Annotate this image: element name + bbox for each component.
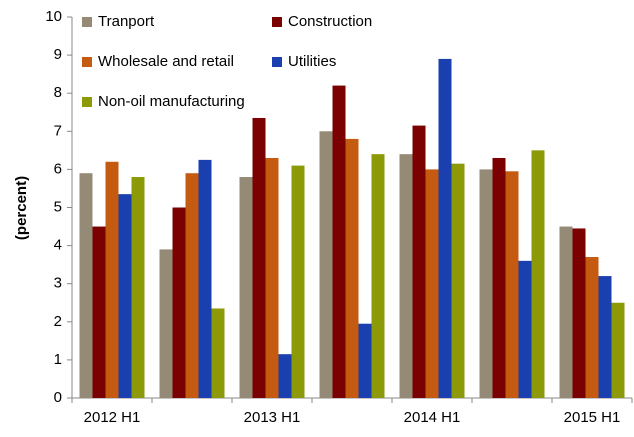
bar bbox=[451, 163, 465, 398]
y-tick-label: 9 bbox=[54, 46, 62, 63]
y-tick-label: 4 bbox=[54, 237, 62, 254]
bar bbox=[172, 207, 186, 398]
bar bbox=[559, 226, 573, 398]
bar bbox=[505, 171, 519, 398]
legend-swatch bbox=[272, 57, 282, 67]
bar bbox=[159, 249, 173, 398]
y-tick-label: 0 bbox=[54, 389, 62, 406]
bar bbox=[118, 194, 132, 398]
legend-swatch bbox=[272, 17, 282, 27]
x-tick-label: 2014 H1 bbox=[404, 409, 461, 426]
y-axis-label: (percent) bbox=[13, 176, 30, 240]
y-tick-label: 6 bbox=[54, 160, 62, 177]
bar bbox=[265, 157, 279, 398]
y-tick-label: 2 bbox=[54, 313, 62, 330]
y-tick-label: 7 bbox=[54, 122, 62, 139]
bar bbox=[319, 131, 333, 399]
y-tick-label: 3 bbox=[54, 275, 62, 292]
bar bbox=[105, 161, 119, 398]
legend-swatch bbox=[82, 17, 92, 27]
bar bbox=[425, 169, 439, 398]
bar bbox=[278, 354, 292, 398]
bar bbox=[211, 308, 225, 398]
legend-label: Tranport bbox=[98, 13, 155, 30]
bar bbox=[492, 157, 506, 398]
legend-label: Wholesale and retail bbox=[98, 53, 234, 70]
x-tick-label: 2013 H1 bbox=[244, 409, 301, 426]
bar bbox=[185, 173, 199, 398]
bar bbox=[345, 138, 359, 399]
bar bbox=[131, 177, 145, 398]
x-tick-label: 2015 H1 bbox=[564, 409, 621, 426]
bar bbox=[585, 257, 599, 398]
y-tick-label: 1 bbox=[54, 351, 62, 368]
bar bbox=[358, 323, 372, 398]
bar bbox=[252, 117, 266, 398]
bar bbox=[371, 154, 385, 398]
legend-swatch bbox=[82, 57, 92, 67]
bar bbox=[291, 165, 305, 398]
legend-swatch bbox=[82, 97, 92, 107]
y-tick-label: 10 bbox=[45, 8, 62, 25]
bar bbox=[332, 85, 346, 398]
bar bbox=[531, 150, 545, 398]
bar bbox=[598, 276, 612, 398]
y-tick-label: 5 bbox=[54, 198, 62, 215]
bar bbox=[479, 169, 493, 398]
legend-label: Construction bbox=[288, 13, 372, 30]
bar bbox=[438, 58, 452, 398]
bar bbox=[92, 226, 106, 398]
bar bbox=[412, 125, 426, 399]
legend-label: Non-oil manufacturing bbox=[98, 93, 245, 110]
bar bbox=[611, 302, 625, 398]
bar bbox=[518, 260, 532, 398]
bar bbox=[198, 159, 212, 398]
bar bbox=[239, 177, 253, 398]
legend-label: Utilities bbox=[288, 53, 336, 70]
y-tick-label: 8 bbox=[54, 84, 62, 101]
bar bbox=[399, 154, 413, 398]
bar bbox=[572, 228, 586, 398]
x-tick-label: 2012 H1 bbox=[84, 409, 141, 426]
bar bbox=[79, 173, 93, 398]
